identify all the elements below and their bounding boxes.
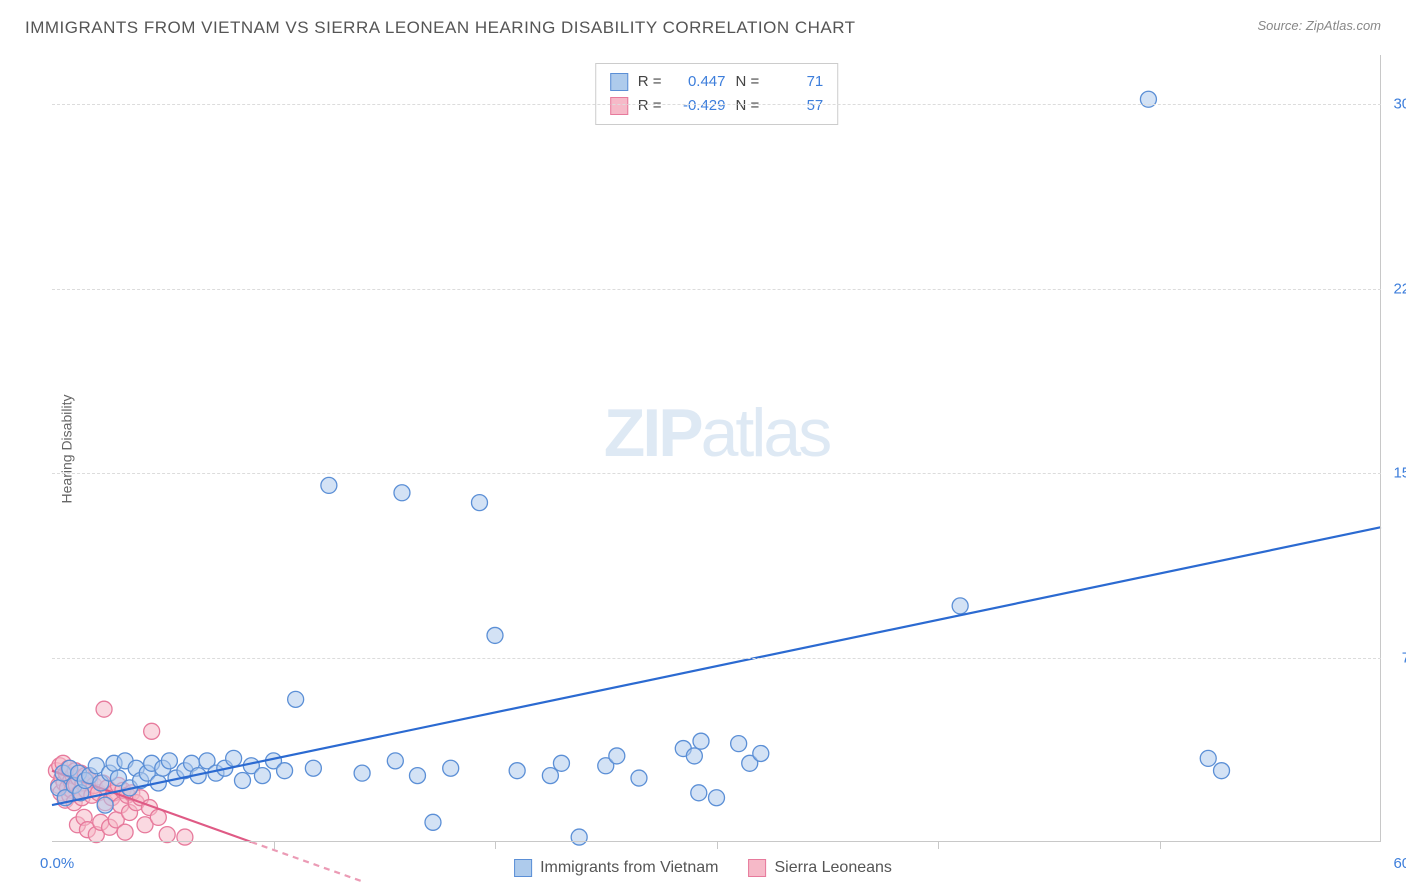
vietnam-point: [321, 477, 337, 493]
vietnam-point: [409, 768, 425, 784]
y-axis-right-line: [1380, 55, 1381, 842]
vietnam-point: [443, 760, 459, 776]
vietnam-point: [731, 736, 747, 752]
legend-stats-row-vietnam: R = 0.447 N = 71: [610, 70, 824, 94]
y-tick-label: 22.5%: [1393, 280, 1406, 297]
legend-series: Immigrants from Vietnam Sierra Leoneans: [514, 859, 892, 877]
chart-title: IMMIGRANTS FROM VIETNAM VS SIERRA LEONEA…: [25, 18, 856, 38]
scatter-plot-svg: [52, 55, 1381, 842]
grid-line: [52, 104, 1381, 105]
legend-stats: R = 0.447 N = 71 R = -0.429 N = 57: [595, 63, 839, 125]
vietnam-point: [753, 745, 769, 761]
vietnam-point: [1214, 763, 1230, 779]
vietnam-point: [161, 753, 177, 769]
swatch-sierra-bottom: [749, 859, 767, 877]
vietnam-point: [693, 733, 709, 749]
vietnam-point: [1200, 750, 1216, 766]
sierra-point: [177, 829, 193, 845]
x-tick-origin: 0.0%: [40, 855, 74, 872]
x-tick-max: 60.0%: [1393, 855, 1406, 872]
vietnam-point: [354, 765, 370, 781]
legend-label-vietnam: Immigrants from Vietnam: [540, 859, 718, 877]
x-minor-tick: [717, 842, 718, 849]
x-minor-tick: [274, 842, 275, 849]
legend-label-sierra: Sierra Leoneans: [775, 859, 892, 877]
y-tick-label: 7.5%: [1402, 649, 1406, 666]
vietnam-trendline: [52, 527, 1381, 805]
vietnam-point: [277, 763, 293, 779]
grid-line: [52, 473, 1381, 474]
chart-area: Hearing Disability ZIPatlas 0.0% 60.0% R…: [52, 55, 1381, 842]
vietnam-point: [487, 627, 503, 643]
swatch-vietnam: [610, 73, 628, 91]
vietnam-point: [709, 790, 725, 806]
grid-line: [52, 289, 1381, 290]
grid-line: [52, 658, 1381, 659]
vietnam-point: [288, 691, 304, 707]
vietnam-point: [571, 829, 587, 845]
sierra-point: [117, 824, 133, 840]
n-value-sierra: 57: [769, 94, 823, 118]
vietnam-point: [509, 763, 525, 779]
sierra-point: [96, 701, 112, 717]
vietnam-point: [305, 760, 321, 776]
x-minor-tick: [495, 842, 496, 849]
r-value-vietnam: 0.447: [672, 70, 726, 94]
vietnam-point: [686, 748, 702, 764]
vietnam-point: [226, 750, 242, 766]
legend-item-sierra: Sierra Leoneans: [749, 859, 892, 877]
swatch-sierra: [610, 97, 628, 115]
y-tick-label: 30.0%: [1393, 96, 1406, 113]
vietnam-point: [425, 814, 441, 830]
r-value-sierra: -0.429: [672, 94, 726, 118]
vietnam-point: [97, 797, 113, 813]
chart-header: IMMIGRANTS FROM VIETNAM VS SIERRA LEONEA…: [0, 0, 1406, 46]
vietnam-point: [691, 785, 707, 801]
swatch-vietnam-bottom: [514, 859, 532, 877]
source-attribution: Source: ZipAtlas.com: [1257, 18, 1381, 33]
vietnam-point: [609, 748, 625, 764]
vietnam-point: [471, 495, 487, 511]
vietnam-point: [553, 755, 569, 771]
vietnam-point: [952, 598, 968, 614]
vietnam-point: [254, 768, 270, 784]
vietnam-point: [542, 768, 558, 784]
vietnam-point: [394, 485, 410, 501]
x-minor-tick: [1160, 842, 1161, 849]
legend-stats-row-sierra: R = -0.429 N = 57: [610, 94, 824, 118]
vietnam-point: [234, 773, 250, 789]
vietnam-point: [387, 753, 403, 769]
sierra-trendline-extrapolated: [251, 842, 362, 881]
y-tick-label: 15.0%: [1393, 465, 1406, 482]
n-value-vietnam: 71: [769, 70, 823, 94]
vietnam-point: [631, 770, 647, 786]
x-minor-tick: [938, 842, 939, 849]
legend-item-vietnam: Immigrants from Vietnam: [514, 859, 718, 877]
sierra-point: [144, 723, 160, 739]
